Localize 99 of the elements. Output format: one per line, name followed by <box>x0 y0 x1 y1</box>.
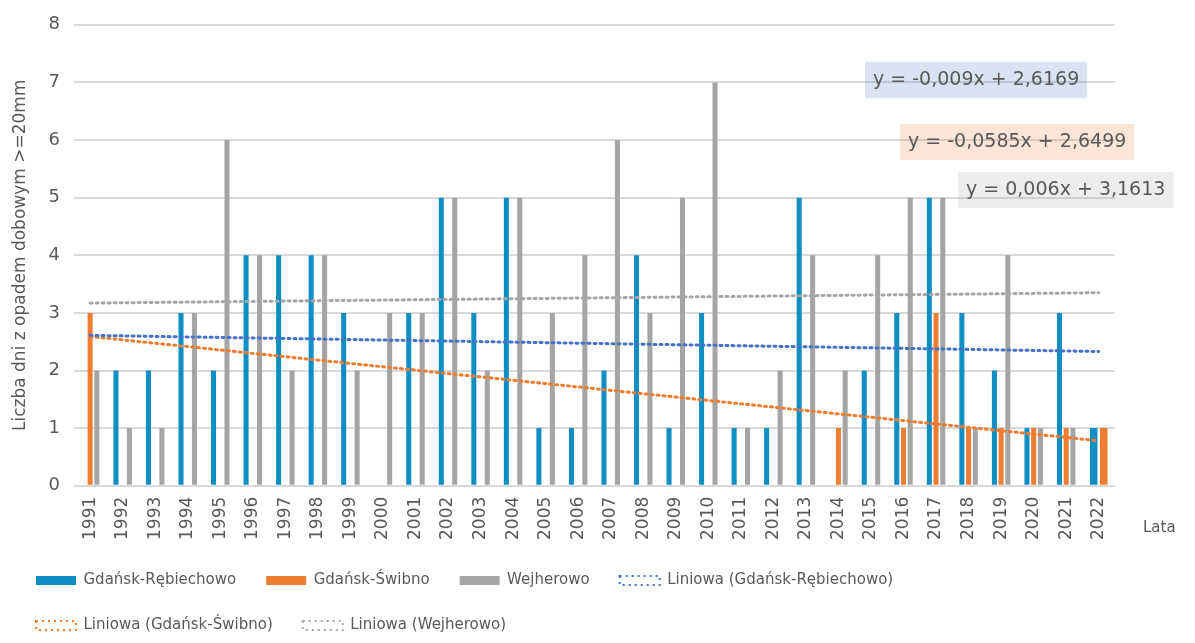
bar <box>666 428 672 485</box>
x-tick-label: 2003 <box>468 496 489 540</box>
x-tick-label: 2007 <box>599 496 620 540</box>
bar <box>94 370 100 485</box>
bar <box>835 428 841 485</box>
x-tick-label: 2008 <box>631 496 652 540</box>
bar <box>536 428 542 485</box>
x-tick-label: 2006 <box>566 496 587 540</box>
x-tick-label: 2017 <box>924 496 945 540</box>
bar <box>1056 312 1062 485</box>
bar <box>549 312 555 485</box>
x-tick-label: 2014 <box>826 496 847 540</box>
y-tick-label: 8 <box>48 12 60 34</box>
bar <box>699 312 705 485</box>
bar <box>842 370 848 485</box>
bar <box>484 370 490 485</box>
bar <box>633 255 640 485</box>
bar <box>438 197 444 485</box>
x-tick-label: 2005 <box>534 496 555 540</box>
bar <box>289 370 295 485</box>
bar <box>745 428 751 485</box>
legend-label: Liniowa (Gdańsk-Świbno) <box>83 614 273 634</box>
bar <box>113 370 119 485</box>
x-tick-label: 2000 <box>371 496 392 540</box>
bar <box>471 312 477 485</box>
y-tick-label: 0 <box>48 473 60 495</box>
bar <box>211 370 217 485</box>
y-tick-label: 3 <box>48 300 60 322</box>
annotation: y = -0,0585x + 2,6499 <box>908 128 1127 151</box>
x-tick-label: 2001 <box>403 496 424 540</box>
bar <box>731 428 737 485</box>
x-tick-label: 2004 <box>501 496 522 540</box>
bar <box>145 370 151 485</box>
bar <box>764 428 770 485</box>
bar <box>159 428 165 485</box>
x-tick-label: 1992 <box>111 496 132 540</box>
y-tick-label: 5 <box>48 185 60 207</box>
bar <box>178 312 184 485</box>
bar <box>387 312 393 485</box>
x-tick-label: 1996 <box>241 496 262 540</box>
x-axis-title: Lata <box>1143 517 1176 536</box>
bar <box>341 312 347 485</box>
y-axis-title: Liczba dni z opadem dobowym >=20mm <box>8 79 29 432</box>
bar <box>777 370 783 485</box>
y-tick-label: 2 <box>48 358 60 380</box>
bar <box>568 428 574 485</box>
bar <box>276 255 282 485</box>
y-tick-label: 1 <box>48 415 60 437</box>
x-tick-label: 2021 <box>1054 496 1075 540</box>
y-tick-label: 4 <box>48 242 60 264</box>
bar <box>308 255 314 485</box>
annotation: y = 0,006x + 3,1613 <box>966 176 1166 199</box>
bar <box>901 428 907 485</box>
bar <box>647 312 653 485</box>
bar <box>243 255 249 485</box>
bar <box>796 197 802 485</box>
bar <box>959 312 965 485</box>
x-tick-label: 2013 <box>794 496 815 540</box>
bar <box>1037 428 1043 485</box>
bar <box>601 370 607 485</box>
x-tick-label: 2022 <box>1087 496 1108 540</box>
legend-label: Liniowa (Gdańsk-Rębiechowo) <box>667 570 894 589</box>
x-tick-label: 2015 <box>859 496 880 540</box>
bar <box>1024 428 1030 485</box>
x-tick-label: 1991 <box>78 496 99 540</box>
x-tick-label: 2012 <box>761 496 782 540</box>
x-tick-label: 2011 <box>729 496 750 540</box>
x-tick-label: 2019 <box>989 496 1010 540</box>
bar <box>991 370 997 485</box>
x-tick-label: 2016 <box>891 496 912 540</box>
x-tick-label: 1997 <box>273 496 294 540</box>
bar <box>861 370 867 485</box>
x-tick-label: 1993 <box>143 496 164 540</box>
x-tick-label: 1995 <box>208 496 229 540</box>
bar <box>926 197 932 485</box>
x-tick-label: 1994 <box>176 496 197 540</box>
x-tick-label: 2010 <box>696 496 717 540</box>
bar <box>191 312 197 485</box>
legend-label: Liniowa (Wejherowo) <box>350 615 507 634</box>
x-tick-label: 1999 <box>338 496 359 540</box>
legend-label: Gdańsk-Świbno <box>313 569 430 589</box>
bar <box>503 197 509 485</box>
x-tick-label: 2018 <box>957 496 978 540</box>
bar <box>972 428 978 485</box>
annotation: y = -0,009x + 2,6169 <box>873 66 1080 89</box>
x-tick-label: 2009 <box>664 496 685 540</box>
bar <box>406 312 412 485</box>
y-tick-label: 6 <box>48 127 60 149</box>
legend-label: Wejherowo <box>507 570 590 589</box>
bar <box>126 428 132 485</box>
legend-label: Gdańsk-Rębiechowo <box>83 570 237 589</box>
y-tick-label: 7 <box>48 70 60 92</box>
x-tick-label: 2002 <box>436 496 457 540</box>
bar <box>894 312 900 485</box>
bar <box>354 370 360 485</box>
bar <box>419 312 425 485</box>
x-tick-label: 1998 <box>306 496 327 540</box>
x-tick-label: 2020 <box>1022 496 1043 540</box>
bar <box>1070 428 1076 485</box>
